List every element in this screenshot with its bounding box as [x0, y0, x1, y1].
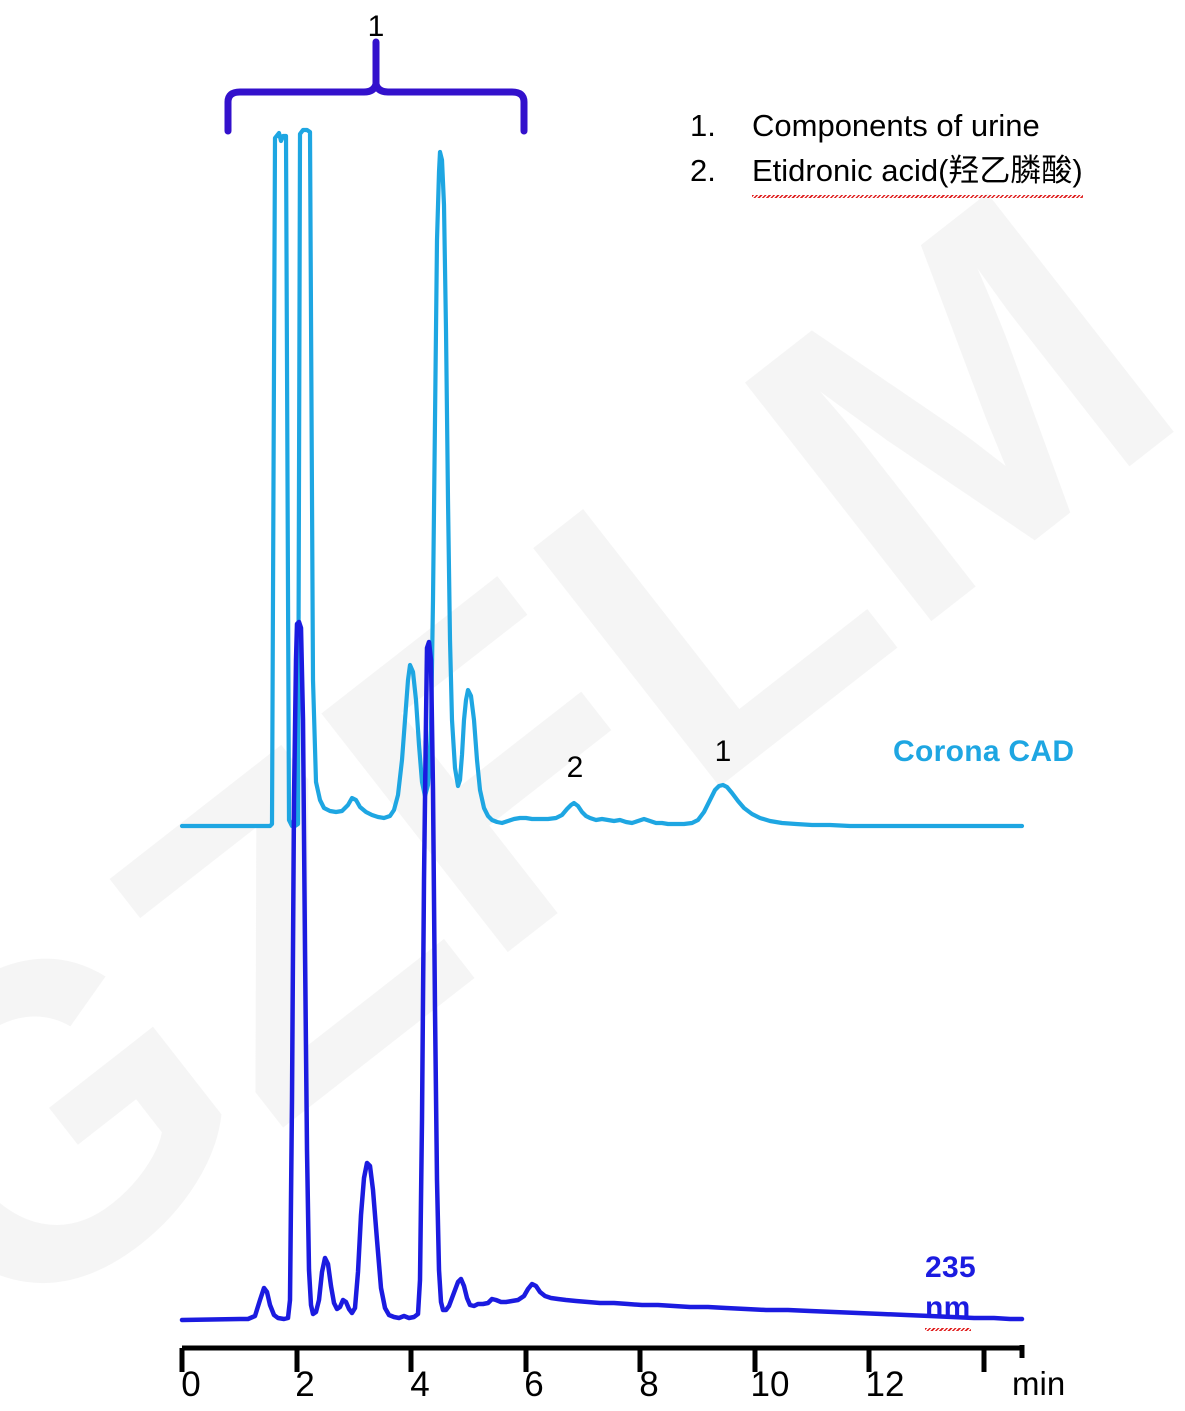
legend-item: 1. Components of urine: [690, 104, 1150, 149]
x-tick-label-6: 6: [524, 1365, 544, 1404]
x-tick-label-12: 12: [865, 1365, 905, 1404]
x-tick-label-0: 0: [181, 1365, 201, 1404]
legend-item-number: 2.: [690, 152, 716, 188]
legend-item-label: Etidronic acid(羟乙膦酸): [752, 149, 1083, 198]
legend-item-number: 1.: [690, 108, 716, 143]
legend-item: 2. Etidronic acid(羟乙膦酸): [690, 149, 1150, 198]
uv-wavelength-value: 235: [925, 1251, 976, 1284]
uv-235nm-trace-label: 235 nm: [925, 1248, 976, 1331]
legend-item-label: Components of urine: [752, 108, 1040, 143]
cad-peak-label-2: 2: [566, 751, 584, 784]
legend: 1. Components of urine 2. Etidronic acid…: [690, 104, 1150, 198]
corona-cad-trace: [179, 127, 1025, 829]
uv-235nm-trace: [179, 619, 1025, 1323]
uv-wavelength-unit: nm: [925, 1288, 971, 1331]
x-tick-label-10: 10: [750, 1365, 790, 1404]
brace-peak-label: 1: [367, 10, 385, 43]
x-tick-label-8: 8: [639, 1365, 659, 1404]
cad-peak-label-1: 1: [714, 735, 732, 768]
brace-components-of-urine: [224, 38, 528, 135]
x-axis-unit-label: min: [1012, 1365, 1066, 1402]
corona-cad-trace-label: Corona CAD: [893, 735, 1075, 768]
x-axis: [179, 1345, 1025, 1372]
x-tick-label-2: 2: [295, 1365, 315, 1404]
x-tick-label-4: 4: [410, 1365, 430, 1404]
